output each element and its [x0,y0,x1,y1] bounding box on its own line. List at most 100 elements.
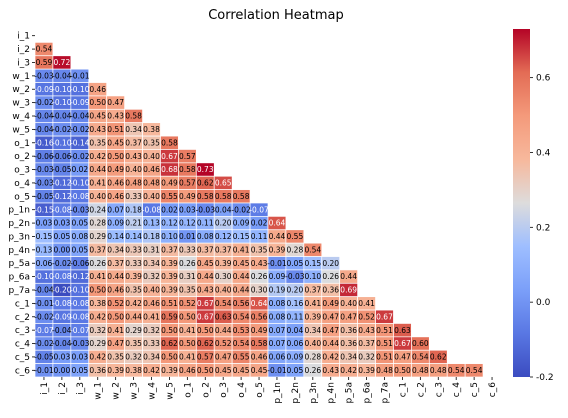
cell-value-label: -0.07 [34,326,54,335]
cell-value-label: 0.69 [340,286,357,295]
cell-value-label: 0.35 [89,138,106,147]
cell-value-label: -0.14 [70,138,90,147]
heatmap-cells [34,42,484,378]
cell-value-label: -0.05 [34,353,54,362]
cell-value-label: 0.41 [233,245,250,254]
cell-value-label: 0.00 [54,366,71,375]
cell-value-label: 0.52 [107,299,124,308]
cell-value-label: 0.03 [71,353,88,362]
cell-value-label: 0.05 [287,259,304,268]
cell-value-label: 0.14 [125,232,142,241]
cell-value-label: 0.72 [54,58,71,67]
cell-value-label: 0.49 [251,326,268,335]
cell-value-label: 0.57 [179,152,196,161]
cell-value-label: -0.12 [52,192,72,201]
cell-value-label: 0.62 [197,179,214,188]
cell-value-label: 0.39 [215,259,232,268]
cell-value-label: -0.03 [34,179,54,188]
cell-value-label: 0.09 [269,272,286,281]
cell-value-label: 0.05 [71,219,88,228]
cell-value-label: 0.52 [179,299,196,308]
cell-value-label: -0.08 [52,272,72,281]
cell-value-label: 0.11 [251,232,268,241]
cell-value-label: 0.10 [304,272,321,281]
cell-value-label: 0.50 [197,366,214,375]
cell-value-label: 0.35 [179,286,196,295]
cell-value-label: 0.42 [340,366,357,375]
cell-value-label: 0.67 [161,152,178,161]
cell-value-label: -0.04 [52,71,72,80]
cell-value-label: -0.03 [70,205,90,214]
cell-value-label: 0.44 [125,312,142,321]
cell-value-label: -0.09 [70,98,90,107]
cell-value-label: -0.03 [196,205,216,214]
cell-value-label: -0.09 [34,85,54,94]
cell-value-label: 0.50 [161,353,178,362]
cell-value-label: 0.58 [197,192,214,201]
cell-value-label: 0.58 [125,112,142,121]
cell-value-label: -0.03 [70,339,90,348]
cell-value-label: 0.43 [89,125,106,134]
cell-value-label: 0.36 [340,326,357,335]
cell-value-label: 0.54 [233,339,250,348]
x-tick-label: i_1 [40,382,50,395]
colorbar-tick-label: -0.2 [536,373,554,383]
x-tick-label: p_4n [327,382,337,404]
cell-value-label: 0.44 [233,272,250,281]
cell-value-label: 0.39 [358,366,375,375]
y-tick-label: c_5 [15,353,30,363]
y-tick-label: p_3n [8,232,30,242]
cell-value-label: 0.51 [161,299,178,308]
cell-value-label: 0.52 [358,312,375,321]
cell-value-label: 0.08 [71,232,88,241]
cell-value-label: 0.30 [251,286,268,295]
cell-value-label: 0.42 [143,366,160,375]
cell-value-label: 0.65 [215,179,232,188]
cell-value-label: -0.10 [52,98,72,107]
cell-value-label: 0.32 [89,326,106,335]
cell-value-label: -0.02 [34,339,54,348]
cell-value-label: 0.43 [251,259,268,268]
cell-value-label: 0.39 [161,286,178,295]
x-tick-label: w_3 [130,382,140,400]
x-tick-label: o_4 [237,382,247,398]
x-tick-label: p_1n [273,382,283,404]
cell-value-label: 0.20 [322,259,339,268]
cell-value-label: 0.45 [233,259,250,268]
cell-value-label: 0.53 [233,326,250,335]
cell-value-label: -0.06 [70,259,90,268]
cell-value-label: 0.03 [36,219,53,228]
cell-value-label: 0.07 [269,339,286,348]
cell-value-label: 0.47 [107,339,124,348]
cell-value-label: 0.48 [143,179,160,188]
cell-value-label: 0.07 [269,326,286,335]
cell-value-label: 0.35 [125,286,142,295]
cell-value-label: 0.41 [143,312,160,321]
cell-value-label: 0.54 [412,353,429,362]
cell-value-label: -0.01 [267,366,287,375]
y-tick-label: p_6a [9,273,30,283]
x-axis-tick-labels: i_1 i_2 i_3 w_1 w_2 w_3 w_4 w_5 o_1 o_2 o_3 o_4 o_5 p… [40,377,498,404]
cell-value-label: -0.07 [249,205,269,214]
cell-value-label: 0.37 [89,245,106,254]
cell-value-label: -0.06 [34,152,54,161]
cell-value-label: 0.15 [36,232,53,241]
cell-value-label: 0.31 [179,272,196,281]
cell-value-label: 0.62 [430,353,447,362]
cell-value-label: 0.48 [430,366,447,375]
y-tick-label: p_4n [8,246,30,256]
cell-value-label: -0.12 [52,179,72,188]
cell-value-label: 0.33 [125,192,142,201]
cell-value-label: -0.10 [70,179,90,188]
cell-value-label: 0.46 [143,299,160,308]
cell-value-label: 0.34 [304,326,321,335]
cell-value-label: 0.59 [36,58,53,67]
cell-value-label: 0.32 [143,272,160,281]
cell-value-label: 0.49 [161,179,178,188]
cell-value-label: 0.49 [107,165,124,174]
cell-value-label: 0.46 [107,179,124,188]
cell-value-label: 0.63 [215,312,232,321]
cell-value-label: 0.30 [215,272,232,281]
cell-value-label: 0.32 [358,353,375,362]
y-tick-label: o_4 [14,179,30,189]
